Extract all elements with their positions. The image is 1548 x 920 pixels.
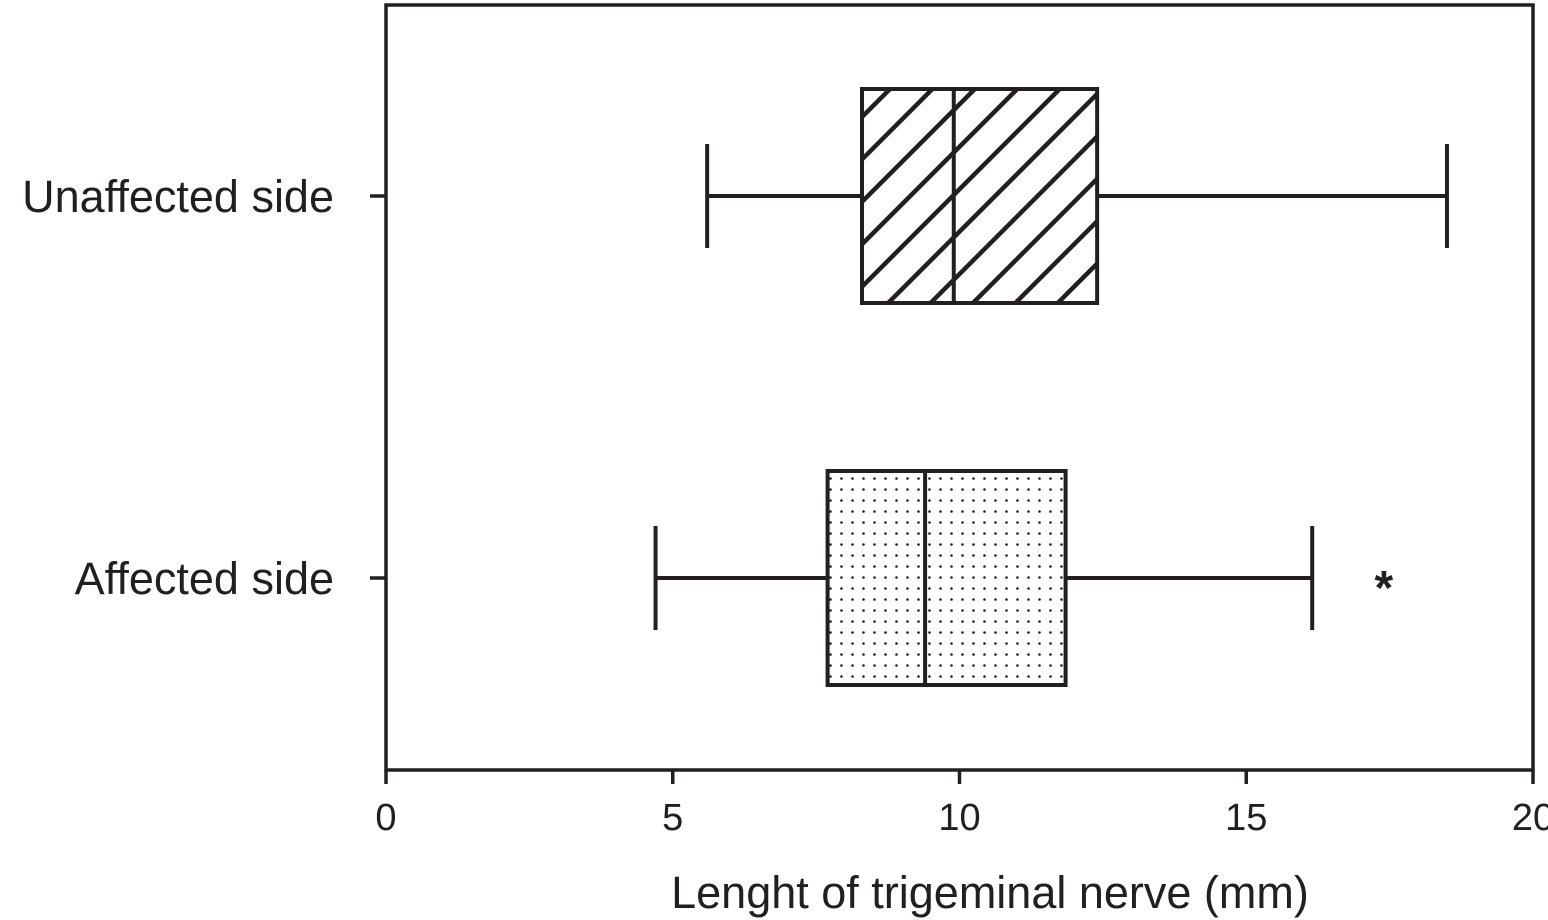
iqr-box [860,87,1100,305]
x-axis-label: Lenght of trigeminal nerve (mm) [671,867,1309,918]
box-group [705,87,1449,305]
x-tick-label: 15 [1225,797,1267,839]
x-tick-label: 20 [1512,797,1548,839]
category-label: Affected side [75,553,334,604]
y-axis: Unaffected side Affected side [22,171,386,604]
category-label: Unaffected side [22,171,334,222]
x-axis: 0 5 10 15 20 [375,770,1548,839]
box-plot-series [653,87,1449,687]
x-tick-label: 10 [938,797,980,839]
x-tick-label: 5 [662,797,683,839]
iqr-box [825,469,1068,687]
significance-marker: * [1375,562,1394,615]
box-group [653,469,1315,687]
annotations: * [1375,562,1394,615]
x-tick-label: 0 [375,797,396,839]
